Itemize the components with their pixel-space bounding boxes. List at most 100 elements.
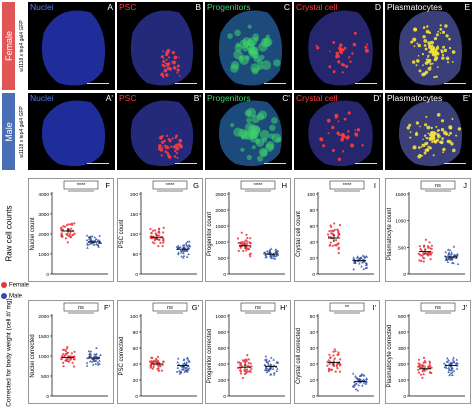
- male-point: [94, 354, 97, 358]
- female-point: [162, 360, 165, 363]
- scatter-chart-G: 0 50 100 150 200 PSC count G ****: [117, 178, 203, 282]
- image-panel-female-4: Crystal cell D: [294, 2, 383, 90]
- male-point: [445, 256, 448, 259]
- female-point: [73, 365, 76, 368]
- female-point: [326, 364, 329, 367]
- male-point: [453, 253, 457, 257]
- signal-spot: [251, 115, 260, 124]
- male-point: [97, 245, 100, 248]
- female-point: [151, 367, 154, 370]
- male-point: [356, 389, 360, 392]
- signal-spot: [433, 58, 437, 62]
- female-point: [157, 228, 160, 231]
- signal-spot: [435, 75, 438, 78]
- signal-spot: [259, 54, 265, 61]
- signal-spot: [165, 73, 169, 77]
- signal-spot: [341, 48, 344, 52]
- female-point: [152, 365, 155, 368]
- female-point: [335, 365, 338, 368]
- female-point: [428, 241, 431, 244]
- signal-spot: [245, 55, 250, 61]
- significance-label: ****: [166, 183, 175, 189]
- male-point: [351, 372, 355, 375]
- y-tick-label: 500: [398, 245, 406, 251]
- female-point: [240, 231, 243, 234]
- female-point: [243, 372, 246, 376]
- chart-frame: [28, 178, 114, 282]
- signal-spot: [417, 55, 420, 57]
- signal-spot: [162, 146, 164, 148]
- y-tick-label: 0: [403, 394, 406, 400]
- scatter-chart-I: 0 20 40 60 80 100 Crystal cell count I ****: [294, 178, 380, 282]
- chart-frame: [117, 178, 203, 282]
- male-point: [94, 237, 98, 241]
- signal-spot: [420, 145, 423, 148]
- male-point: [92, 243, 96, 246]
- signal-spot: [337, 60, 341, 64]
- signal-spot: [160, 154, 163, 157]
- signal-spot: [425, 115, 428, 118]
- female-point: [157, 245, 160, 248]
- male-point: [186, 356, 189, 359]
- male-point: [362, 374, 366, 377]
- female-point: [332, 354, 335, 357]
- scale-bar: [87, 82, 109, 84]
- female-point: [422, 253, 425, 256]
- y-tick-label: 3000: [38, 212, 49, 218]
- female-point: [421, 254, 424, 257]
- signal-spot: [424, 47, 428, 51]
- male-point: [264, 253, 267, 257]
- signal-spot: [415, 121, 419, 125]
- male-point: [86, 243, 90, 246]
- signal-spot: [445, 34, 449, 38]
- y-tick-label: 1000: [395, 219, 406, 225]
- panel-letter: G: [193, 181, 199, 190]
- legend-male: Male: [1, 293, 22, 300]
- male-point: [187, 366, 191, 370]
- female-point: [61, 355, 64, 358]
- female-point: [333, 222, 336, 225]
- male-point: [186, 245, 189, 248]
- female-point: [331, 244, 334, 247]
- female-point: [427, 254, 430, 257]
- signal-spot: [349, 60, 352, 63]
- signal-spot: [342, 150, 345, 153]
- tissue-shape: [41, 100, 106, 167]
- female-point: [417, 362, 420, 365]
- male-point: [85, 238, 89, 242]
- signal-spot: [424, 134, 426, 137]
- signal-spot: [429, 139, 431, 142]
- female-point: [246, 248, 250, 251]
- y-tick-label: 2500: [215, 192, 226, 198]
- signal-spot: [344, 136, 347, 139]
- signal-spot: [163, 65, 166, 68]
- female-point: [246, 354, 249, 357]
- male-point: [362, 267, 366, 271]
- y-tick-label: 400: [218, 362, 226, 368]
- signal-spot: [429, 62, 432, 66]
- y-axis-label: Crystal cell count: [296, 211, 302, 257]
- female-point: [159, 241, 162, 244]
- male-point: [176, 244, 180, 247]
- female-point: [244, 361, 247, 364]
- female-point: [337, 230, 340, 233]
- female-point: [153, 242, 156, 245]
- male-point: [93, 235, 97, 239]
- signal-spot: [415, 131, 418, 134]
- female-point: [421, 376, 424, 379]
- panel-letter: F': [104, 303, 111, 312]
- female-point: [421, 370, 424, 373]
- scatter-chart-Jprime: 0 100 200 300 400 500 Plasmatocyte corrected J'…: [385, 300, 471, 404]
- chart-frame: [117, 300, 203, 404]
- male-point: [358, 374, 362, 377]
- signal-spot: [343, 46, 347, 50]
- signal-spot: [273, 59, 281, 67]
- male-point: [182, 358, 186, 362]
- male-point: [362, 378, 365, 381]
- signal-spot: [430, 40, 434, 45]
- female-point: [66, 352, 69, 355]
- male-point: [447, 366, 451, 369]
- y-axis-label: Progenitor corrected: [207, 329, 213, 383]
- significance-box: [152, 302, 188, 312]
- female-point: [63, 348, 66, 352]
